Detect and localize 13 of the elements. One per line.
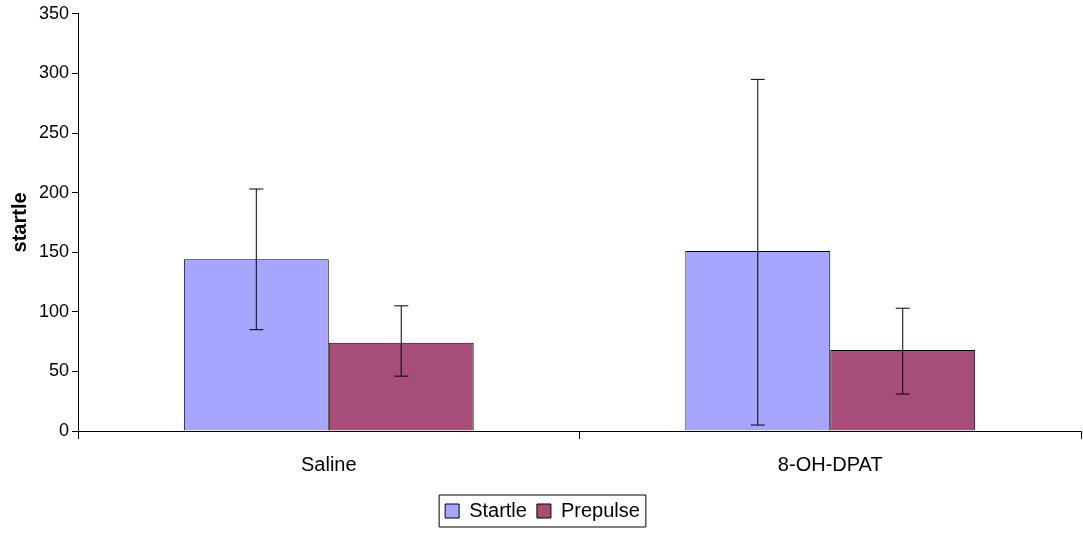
x-tick-label: 8-OH-DPAT [777, 452, 883, 475]
legend-label: Prepulse [560, 498, 640, 521]
y-tick-label: 0 [59, 419, 70, 440]
y-tick-label: 150 [38, 241, 70, 262]
y-tick-label: 300 [38, 62, 70, 83]
y-tick-label: 250 [38, 121, 70, 142]
y-tick-label: 200 [38, 181, 70, 202]
y-tick-label: 100 [38, 300, 70, 321]
y-tick-label: 350 [38, 2, 70, 23]
legend-label: Startle [469, 498, 527, 521]
y-axis-title: startle [7, 192, 30, 253]
y-tick-label: 50 [49, 360, 70, 381]
x-tick-label: Saline [300, 452, 357, 475]
